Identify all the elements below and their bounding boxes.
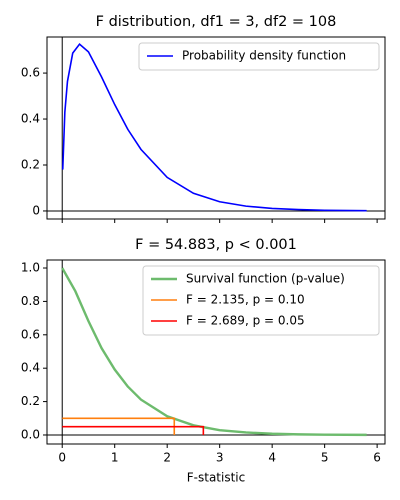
series-line [61, 42, 367, 212]
chart-title: F = 54.883, p < 0.001 [135, 237, 297, 253]
y-tick-label: 0.6 [21, 327, 40, 341]
y-tick-label: 0.6 [21, 66, 40, 80]
x-tick-label: 6 [373, 451, 381, 465]
frame [46, 259, 386, 445]
series-line [62, 417, 176, 435]
y-tick-label: 0.4 [21, 112, 40, 126]
y-tick-label: 0.8 [21, 294, 40, 308]
y-tick-label: 1.0 [21, 261, 40, 275]
x-axis-label: F-statistic [187, 471, 245, 485]
y-tick-label: 0 [32, 203, 40, 217]
legend-label: F = 2.135, p = 0.10 [186, 293, 305, 307]
x-tick-label: 1 [111, 451, 119, 465]
frame [46, 36, 386, 220]
chart-title: F distribution, df1 = 3, df2 = 108 [96, 14, 337, 30]
x-tick-label: 5 [321, 451, 329, 465]
y-tick-label: 0.0 [21, 427, 40, 441]
x-tick-label: 3 [216, 451, 224, 465]
legend-label: Survival function (p-value) [186, 272, 345, 286]
legend-box [138, 42, 380, 71]
legend-box [142, 265, 380, 336]
legend-label: Probability density function [182, 49, 346, 63]
x-tick-label: 2 [163, 451, 171, 465]
x-tick-label: 0 [58, 451, 66, 465]
series-line [61, 267, 367, 437]
series-line [62, 425, 205, 435]
y-tick-label: 0.4 [21, 361, 40, 375]
y-tick-label: 0.2 [21, 157, 40, 171]
x-tick-label: 4 [268, 451, 276, 465]
y-tick-label: 0.2 [21, 394, 40, 408]
legend-label: F = 2.689, p = 0.05 [186, 314, 305, 328]
